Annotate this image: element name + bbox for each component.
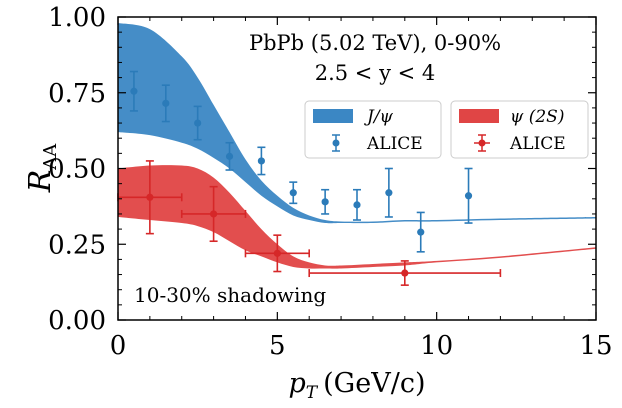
data-point-alice-psi2s <box>180 185 247 243</box>
legend-label-alice-jpsi: ALICE <box>366 134 423 154</box>
data-point-alice-jpsi <box>464 167 473 224</box>
data-point-alice-psi2s <box>308 260 502 286</box>
annotation-collision: PbPb (5.02 TeV), 0-90% <box>249 31 501 55</box>
bands-layer <box>118 23 596 269</box>
x-axis-label: pT (GeV/c) <box>289 368 426 403</box>
data-point-alice-jpsi <box>416 211 425 253</box>
legend-psi2s: ψ (2S) ALICE <box>450 100 589 159</box>
legend-swatch-psi2s-band <box>459 109 499 123</box>
legend-marker-alice-psi2s <box>474 134 490 152</box>
x-tick-label: 10 <box>420 331 453 361</box>
y-tick-label: 0.00 <box>48 306 106 336</box>
annotation-rapidity: 2.5 < y < 4 <box>315 61 436 85</box>
legend-label-psi2s: ψ (2S) <box>510 107 564 127</box>
x-tick-label: 0 <box>110 331 127 361</box>
band-psi2s <box>118 165 596 269</box>
data-point-alice-jpsi <box>161 84 170 123</box>
annotation-shadowing: 10-30% shadowing <box>134 283 326 307</box>
data-point-alice-jpsi <box>257 146 266 176</box>
legend-swatch-jpsi-band <box>313 109 353 123</box>
data-points-layer <box>117 70 502 286</box>
x-tick-label: 15 <box>579 331 612 361</box>
y-tick-label: 0.50 <box>48 155 106 185</box>
data-point-alice-jpsi <box>321 188 330 215</box>
x-tick-label: 5 <box>269 331 286 361</box>
y-tick-label: 1.00 <box>48 3 106 33</box>
data-point-alice-jpsi <box>289 181 298 205</box>
y-axis-label: RAA <box>23 143 61 194</box>
y-tick-label: 0.75 <box>48 79 106 109</box>
ticks-layer: 0 5 10 15 0.00 0.25 0.50 0.75 1.00 <box>48 3 612 361</box>
legend-label-alice-psi2s: ALICE <box>509 134 566 154</box>
data-point-alice-psi2s <box>244 234 311 273</box>
band-jpsi <box>118 23 596 224</box>
legend-jpsi: J/ψ ALICE <box>304 100 442 159</box>
data-point-alice-jpsi <box>384 167 393 218</box>
data-point-alice-jpsi <box>353 188 361 221</box>
legend-marker-alice-jpsi <box>332 134 340 152</box>
data-point-alice-jpsi <box>193 105 202 141</box>
data-point-alice-jpsi <box>129 70 138 112</box>
y-tick-label: 0.25 <box>48 230 106 260</box>
data-point-alice-jpsi <box>225 141 234 171</box>
legend-label-jpsi: J/ψ <box>364 107 394 127</box>
